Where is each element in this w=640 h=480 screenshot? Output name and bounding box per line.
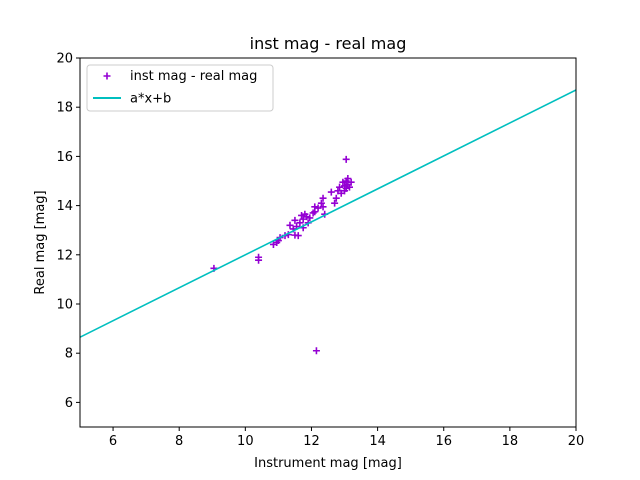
scatter-point: [286, 221, 294, 229]
scatter-point: [303, 213, 311, 221]
x-tick-label: 16: [435, 434, 452, 449]
legend-box: [86, 64, 274, 112]
scatter-point: [319, 203, 327, 211]
scatter-point: [319, 194, 327, 202]
y-axis: 6 8 10 12 14 16 18 20: [56, 52, 80, 411]
scatter-point: [306, 214, 314, 222]
scatter-point: [327, 188, 335, 196]
y-tick-label: 12: [56, 248, 73, 263]
x-tick-label: 10: [237, 434, 254, 449]
scatter-point: [298, 211, 306, 219]
scatter-point: [312, 347, 320, 355]
plot-frame: [79, 57, 577, 428]
legend: inst mag - real mag a*x+b: [86, 64, 274, 112]
legend-marker-scatter: [103, 72, 111, 80]
scatter-point: [255, 256, 263, 264]
scatter-point: [344, 175, 352, 183]
y-tick-label: 14: [56, 199, 73, 214]
scatter-point: [296, 219, 304, 227]
scatter-point: [317, 199, 325, 207]
scatter-point: [291, 216, 299, 224]
x-tick-label: 8: [175, 434, 183, 449]
x-tick-label: 6: [109, 434, 117, 449]
scatter-point: [342, 155, 350, 163]
chart-title: inst mag - real mag: [250, 34, 407, 53]
x-tick-label: 18: [502, 434, 519, 449]
scatter-point: [314, 204, 322, 212]
scatter-point: [331, 199, 339, 207]
legend-label-line: a*x+b: [130, 92, 171, 107]
y-axis-label: Real mag [mag]: [33, 190, 48, 294]
scatter-point: [336, 183, 344, 191]
y-tick-label: 18: [56, 101, 73, 116]
y-tick-label: 20: [56, 52, 73, 67]
x-axis: 6 8 10 12 14 16 18 20: [109, 427, 584, 449]
plot-series: [80, 89, 576, 355]
x-tick-label: 20: [568, 434, 585, 449]
scatter-point: [345, 183, 353, 191]
scatter-point: [332, 194, 340, 202]
x-tick-label: 12: [303, 434, 320, 449]
y-tick-label: 6: [65, 396, 73, 411]
y-tick-label: 10: [56, 298, 73, 313]
x-tick-label: 14: [369, 434, 386, 449]
legend-plus-mark: [103, 72, 111, 80]
x-axis-label: Instrument mag [mag]: [254, 456, 402, 471]
scatter-point: [339, 178, 347, 186]
scatter-point: [294, 232, 302, 240]
y-tick-label: 16: [56, 150, 73, 165]
scatter-point: [347, 178, 355, 186]
y-tick-label: 8: [65, 347, 73, 362]
scatter-point: [342, 184, 350, 192]
legend-label-scatter: inst mag - real mag: [130, 69, 257, 84]
scatter-point: [311, 208, 319, 216]
fit-line: [80, 89, 576, 338]
